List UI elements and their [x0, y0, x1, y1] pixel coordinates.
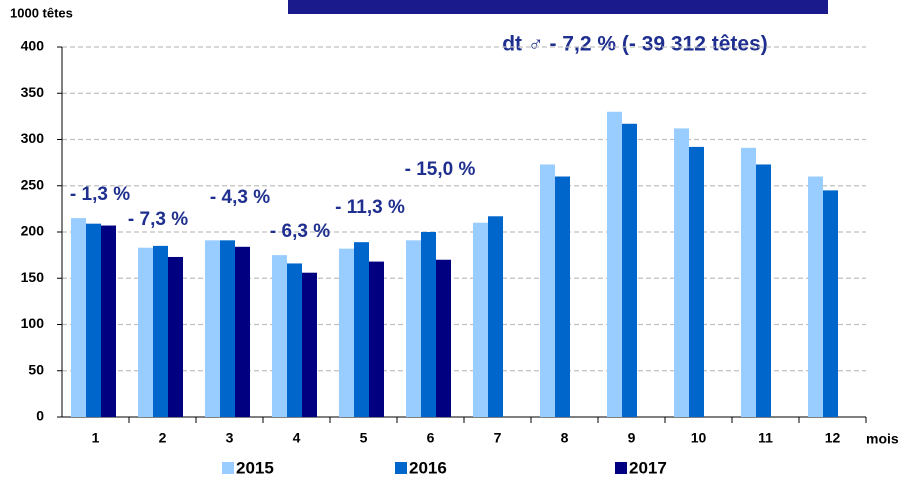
bar — [540, 164, 555, 417]
bar — [220, 240, 235, 417]
bar — [622, 123, 637, 418]
x-tick-label: 10 — [691, 430, 707, 446]
bar — [741, 147, 756, 417]
y-tick-label: 350 — [21, 84, 45, 100]
bar — [302, 272, 317, 417]
x-tick-label: 4 — [293, 430, 301, 446]
y-tick-label: 300 — [21, 130, 45, 146]
x-tick-label: 5 — [360, 430, 368, 446]
bar — [153, 245, 168, 417]
bar — [287, 263, 302, 417]
y-tick-label: 50 — [28, 361, 44, 377]
title-banner — [288, 0, 828, 14]
bar — [436, 259, 451, 417]
x-tick-label: 7 — [494, 430, 502, 446]
x-tick-label: 3 — [226, 430, 234, 446]
bar — [421, 232, 436, 417]
bar — [488, 216, 503, 417]
change-label: - 15,0 % — [405, 159, 476, 180]
y-tick-label: 150 — [21, 269, 45, 285]
legend-swatch — [615, 462, 627, 474]
bar — [235, 246, 250, 417]
change-label: - 7,3 % — [128, 209, 188, 230]
change-label: - 11,3 % — [335, 197, 405, 218]
x-axis-label: mois — [866, 431, 899, 447]
x-tick-label: 8 — [561, 430, 569, 446]
change-label: - 4,3 % — [210, 187, 270, 208]
bar — [369, 261, 384, 417]
legend-label: 2016 — [409, 458, 447, 477]
bar — [86, 223, 101, 417]
x-tick-label: 12 — [825, 430, 841, 446]
x-tick-label: 2 — [159, 430, 167, 446]
bar — [607, 111, 622, 417]
bar — [168, 256, 183, 417]
bar — [823, 190, 838, 417]
x-tick-label: 9 — [628, 430, 636, 446]
bar — [808, 176, 823, 417]
bar — [473, 222, 488, 417]
bar — [689, 146, 704, 417]
legend-swatch — [222, 462, 234, 474]
bar — [101, 225, 116, 417]
legend-label: 2015 — [236, 458, 274, 477]
y-tick-label: 250 — [21, 176, 45, 192]
bar — [674, 128, 689, 417]
y-tick-label: 400 — [21, 38, 45, 54]
change-label: - 1,3 % — [70, 184, 130, 205]
bar — [71, 218, 86, 417]
bar — [406, 240, 421, 417]
bar — [205, 240, 220, 417]
bar — [138, 247, 153, 417]
y-tick-label: 100 — [21, 315, 45, 331]
bar — [272, 255, 287, 417]
y-tick-label: 0 — [36, 408, 44, 424]
y-tick-label: 200 — [21, 223, 45, 239]
x-tick-label: 11 — [758, 430, 773, 446]
y-axis-label: 1000 têtes — [10, 5, 73, 20]
legend-swatch — [395, 462, 407, 474]
legend-label: 2017 — [629, 458, 667, 477]
bar — [555, 176, 570, 417]
change-label: - 6,3 % — [270, 221, 330, 242]
x-tick-label: 1 — [92, 430, 100, 446]
bar — [339, 248, 354, 417]
bar — [756, 164, 771, 417]
x-tick-label: 6 — [427, 430, 435, 446]
annotation: dt ♂ - 7,2 % (- 39 312 têtes) — [502, 33, 768, 56]
bar — [354, 242, 369, 417]
